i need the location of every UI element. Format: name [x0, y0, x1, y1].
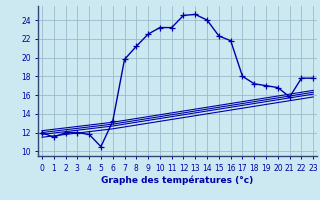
X-axis label: Graphe des températures (°c): Graphe des températures (°c): [101, 175, 254, 185]
